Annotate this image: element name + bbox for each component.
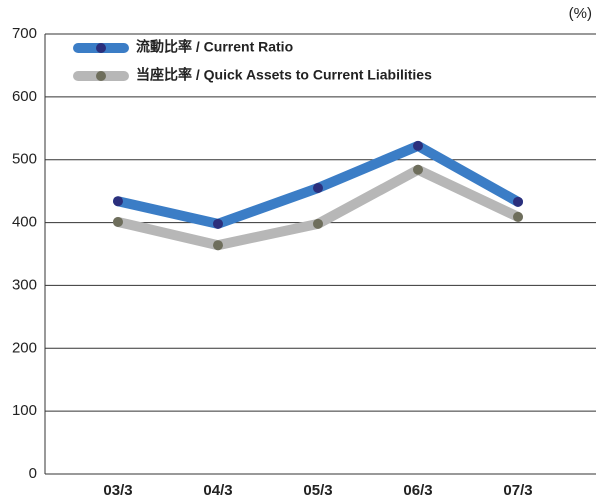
- series-line: [113, 164, 523, 251]
- unit-label: (%): [569, 5, 592, 22]
- x-tick-label: 05/3: [303, 482, 332, 499]
- y-tick-label: 0: [29, 465, 37, 482]
- marker: [213, 240, 223, 251]
- legend-marker: [96, 43, 106, 53]
- x-tick-label: 03/3: [103, 482, 132, 499]
- x-tick-label: 04/3: [203, 482, 232, 499]
- marker: [413, 140, 423, 151]
- legend-label: 当座比率 / Quick Assets to Current Liabiliti…: [136, 67, 432, 83]
- marker: [113, 216, 123, 227]
- marker: [513, 196, 523, 207]
- y-tick-label: 100: [12, 402, 37, 419]
- legend-marker: [96, 71, 106, 81]
- marker: [313, 183, 323, 193]
- x-tick-label: 06/3: [403, 482, 432, 499]
- y-tick-label: 400: [12, 214, 37, 231]
- marker: [213, 218, 223, 229]
- marker: [313, 218, 323, 229]
- y-tick-label: 600: [12, 88, 37, 105]
- marker: [513, 211, 523, 222]
- y-tick-label: 300: [12, 276, 37, 293]
- legend-label: 流動比率 / Current Ratio: [136, 39, 293, 55]
- marker: [113, 196, 123, 207]
- marker: [413, 164, 423, 175]
- y-tick-label: 200: [12, 339, 37, 356]
- x-tick-label: 07/3: [503, 482, 532, 499]
- y-tick-label: 500: [12, 151, 37, 168]
- y-tick-label: 700: [12, 25, 37, 42]
